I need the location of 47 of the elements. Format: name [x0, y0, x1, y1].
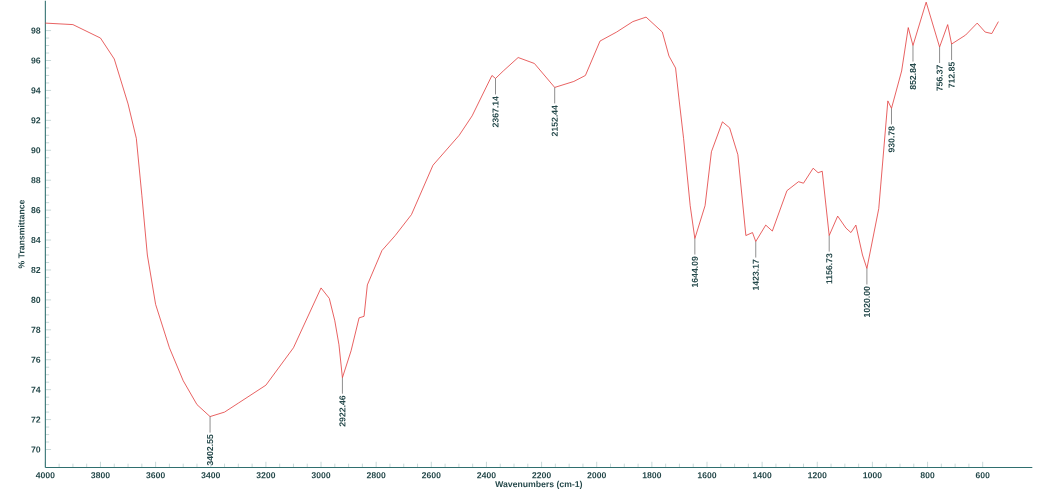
x-axis-title: Wavenumbers (cm-1): [495, 480, 583, 489]
x-tick-label: 1000: [863, 472, 882, 479]
annotation: 1156.73: [826, 253, 833, 284]
annotation: 2152.44: [551, 105, 558, 137]
annotation: 1020.00: [863, 286, 870, 317]
annotation: 2367.14: [492, 96, 499, 128]
x-tick-label: 2000: [587, 472, 606, 479]
annotation: 1644.09: [691, 256, 698, 287]
y-tick-label: 70: [31, 446, 41, 453]
x-tick-label: 2400: [477, 472, 496, 479]
annotation: 756.37: [936, 65, 943, 91]
x-tick-label: 1400: [753, 472, 772, 479]
y-tick-label: 92: [31, 117, 41, 124]
y-tick-label: 84: [31, 236, 41, 244]
y-tick-label: 96: [31, 57, 41, 64]
x-tick-label: 3000: [311, 472, 331, 479]
y-tick-label: 80: [31, 296, 41, 303]
annotation: 712.85: [948, 61, 955, 88]
y-tick-label: 86: [31, 207, 41, 214]
x-tick-label: 3400: [201, 472, 221, 479]
x-tick-label: 3600: [146, 472, 165, 479]
y-tick-label: 98: [31, 27, 41, 34]
x-tick-label: 800: [920, 472, 935, 479]
x-tick-label: 1600: [697, 472, 717, 479]
x-tick-label: 3800: [91, 472, 110, 479]
x-tick-label: 1800: [642, 472, 662, 479]
x-tick-label: 1200: [808, 472, 827, 479]
x-tick-label: 4000: [35, 472, 55, 479]
y-tick-label: 94: [31, 87, 41, 94]
annotation: 2922.46: [339, 395, 346, 427]
y-tick-label: 78: [31, 326, 41, 333]
x-tick-label: 600: [975, 472, 990, 479]
y-tick-label: 88: [31, 177, 41, 184]
annotation: 930.78: [888, 126, 895, 153]
y-tick-label: 74: [31, 386, 41, 393]
y-axis-title: % Transmittance: [18, 199, 25, 269]
x-tick-label: 2200: [532, 472, 551, 479]
annotation: 852.84: [909, 63, 917, 90]
y-tick-label: 82: [31, 266, 41, 273]
x-tick-label: 2600: [421, 472, 441, 479]
y-tick-label: 76: [31, 356, 41, 363]
y-tick-label: 72: [31, 416, 41, 423]
x-tick-label: 3200: [256, 472, 276, 479]
y-tick-label: 90: [31, 147, 41, 154]
x-tick-label: 2800: [366, 472, 386, 479]
annotation: 3402.55: [206, 434, 214, 466]
annotation: 1423.17: [752, 259, 759, 290]
